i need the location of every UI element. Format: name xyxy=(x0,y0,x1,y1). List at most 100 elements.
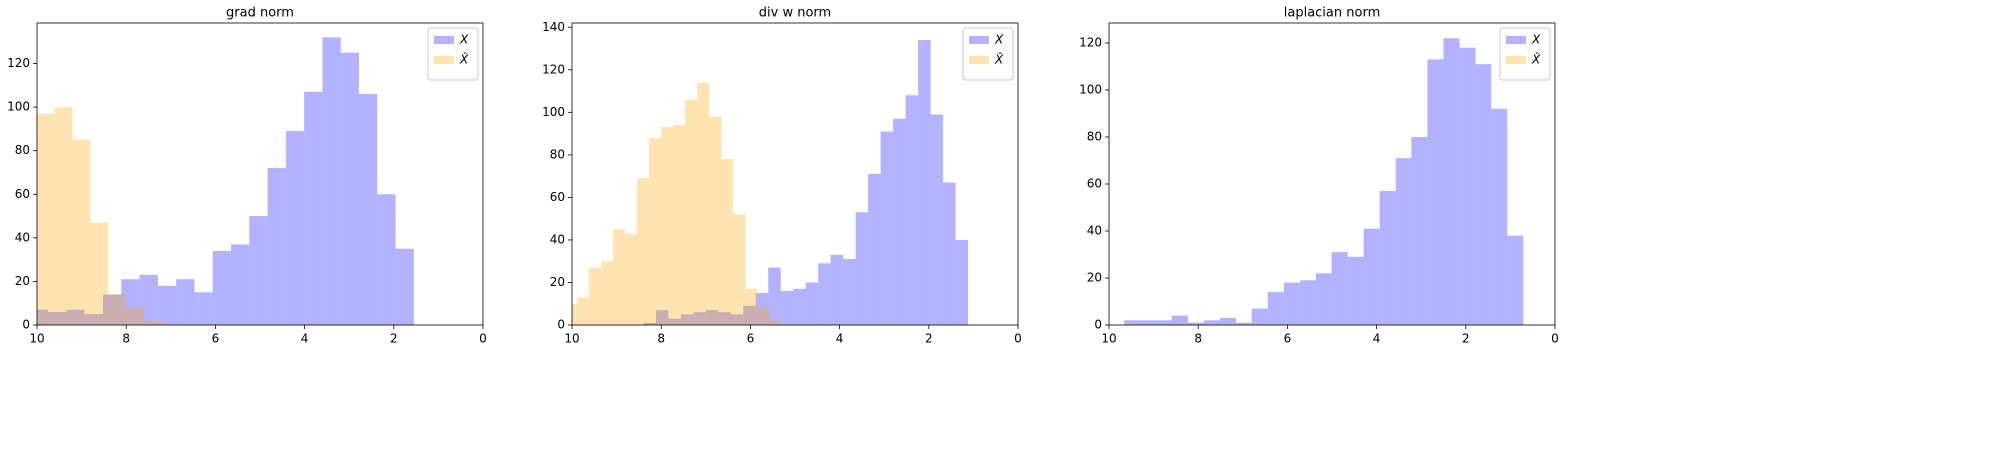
bar xyxy=(793,288,806,325)
bar xyxy=(637,178,650,325)
bar xyxy=(721,159,734,325)
bar xyxy=(144,320,162,325)
bar xyxy=(231,244,250,325)
y-tick-label: 60 xyxy=(15,187,30,201)
bar xyxy=(395,248,414,325)
x-tick-label: 8 xyxy=(122,332,130,346)
bar xyxy=(1171,315,1188,325)
bar xyxy=(905,95,919,325)
legend-label: X xyxy=(459,33,469,47)
bar xyxy=(1299,280,1316,325)
bar xyxy=(1315,273,1332,325)
y-tick-label: 20 xyxy=(1087,270,1102,284)
bar xyxy=(685,99,698,325)
y-tick-label: 40 xyxy=(1087,223,1102,237)
bar xyxy=(572,303,577,325)
bar xyxy=(757,307,770,325)
bar xyxy=(655,310,669,325)
legend-swatch xyxy=(1506,56,1526,64)
bar xyxy=(377,194,396,325)
bar xyxy=(108,294,127,325)
y-tick-label: 120 xyxy=(542,62,565,76)
bar xyxy=(1427,59,1444,325)
bar xyxy=(668,318,681,325)
x-tick-label: 4 xyxy=(1373,332,1381,346)
bar xyxy=(194,292,213,325)
bar xyxy=(48,311,67,325)
bar xyxy=(176,279,195,325)
y-tick-label: 40 xyxy=(550,232,565,246)
bar xyxy=(705,310,719,325)
bar xyxy=(733,214,746,325)
bar xyxy=(103,294,122,325)
bar xyxy=(1203,320,1221,325)
x-tick-label: 2 xyxy=(1462,332,1470,346)
y-tick-label: 60 xyxy=(1087,176,1102,190)
bar xyxy=(680,314,694,325)
y-tick-label: 100 xyxy=(542,105,565,119)
bar xyxy=(1475,64,1492,325)
bar xyxy=(1156,320,1172,325)
legend-label: X̂ xyxy=(1531,52,1541,66)
legend-box xyxy=(427,27,479,81)
bar xyxy=(818,263,831,325)
legend-label: X xyxy=(1531,33,1541,47)
bar xyxy=(843,259,856,325)
bar xyxy=(643,322,656,325)
y-tick-label: 40 xyxy=(15,230,30,244)
bar xyxy=(267,168,286,325)
legend-swatch xyxy=(969,36,989,44)
chart-title: laplacian norm xyxy=(1284,6,1380,21)
bar xyxy=(600,261,614,325)
bar xyxy=(588,267,601,325)
bar xyxy=(930,114,944,325)
bar xyxy=(126,307,145,325)
bar xyxy=(893,118,906,325)
bar xyxy=(285,131,305,325)
y-tick-label: 120 xyxy=(1079,35,1102,49)
y-tick-label: 100 xyxy=(1079,82,1102,96)
x-tick-label: 10 xyxy=(1101,332,1116,346)
bar xyxy=(121,279,140,325)
bar xyxy=(830,254,844,325)
y-tick-label: 80 xyxy=(550,147,565,161)
bar xyxy=(768,267,781,325)
x-tick-label: 6 xyxy=(1284,332,1292,346)
bar xyxy=(359,94,378,325)
bar xyxy=(1443,38,1460,325)
x-tick-label: 0 xyxy=(479,332,487,346)
x-tick-label: 4 xyxy=(836,332,844,346)
legend-box xyxy=(1499,27,1551,81)
bar xyxy=(212,250,232,325)
x-tick-label: 6 xyxy=(747,332,755,346)
bar xyxy=(1459,47,1476,325)
bar xyxy=(661,127,674,325)
legend-swatch xyxy=(1506,36,1526,44)
x-tick-label: 8 xyxy=(1194,332,1202,346)
bar xyxy=(955,239,969,325)
bar xyxy=(805,282,819,325)
bar xyxy=(66,309,85,325)
bar xyxy=(54,107,73,325)
x-tick-label: 0 xyxy=(1014,332,1022,346)
bar xyxy=(745,288,758,325)
chart-title: grad norm xyxy=(226,6,294,21)
bar xyxy=(1140,320,1157,325)
bar xyxy=(780,290,794,325)
legend-label: X̂ xyxy=(459,52,469,66)
bar xyxy=(730,314,744,325)
chart-title: div w norm xyxy=(759,6,831,21)
y-tick-label: 20 xyxy=(550,275,565,289)
bar xyxy=(673,125,686,325)
bar xyxy=(139,274,158,325)
y-tick-label: 100 xyxy=(7,100,30,114)
y-tick-label: 120 xyxy=(7,56,30,70)
bar xyxy=(157,285,177,325)
x-tick-label: 6 xyxy=(212,332,220,346)
x-tick-label: 4 xyxy=(301,332,309,346)
bar xyxy=(697,82,710,325)
